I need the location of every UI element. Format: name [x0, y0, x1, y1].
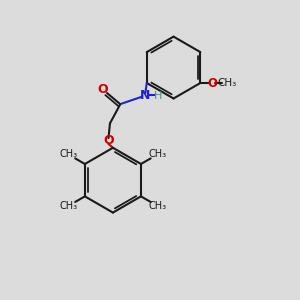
- Text: CH₃: CH₃: [59, 149, 77, 159]
- Text: H: H: [154, 91, 163, 101]
- Text: O: O: [207, 76, 217, 89]
- Text: CH₃: CH₃: [148, 149, 166, 159]
- Text: N: N: [140, 89, 151, 102]
- Text: O: O: [103, 134, 114, 147]
- Text: CH₃: CH₃: [148, 201, 166, 211]
- Text: O: O: [97, 83, 108, 96]
- Text: CH₃: CH₃: [59, 201, 77, 211]
- Text: CH₃: CH₃: [217, 78, 236, 88]
